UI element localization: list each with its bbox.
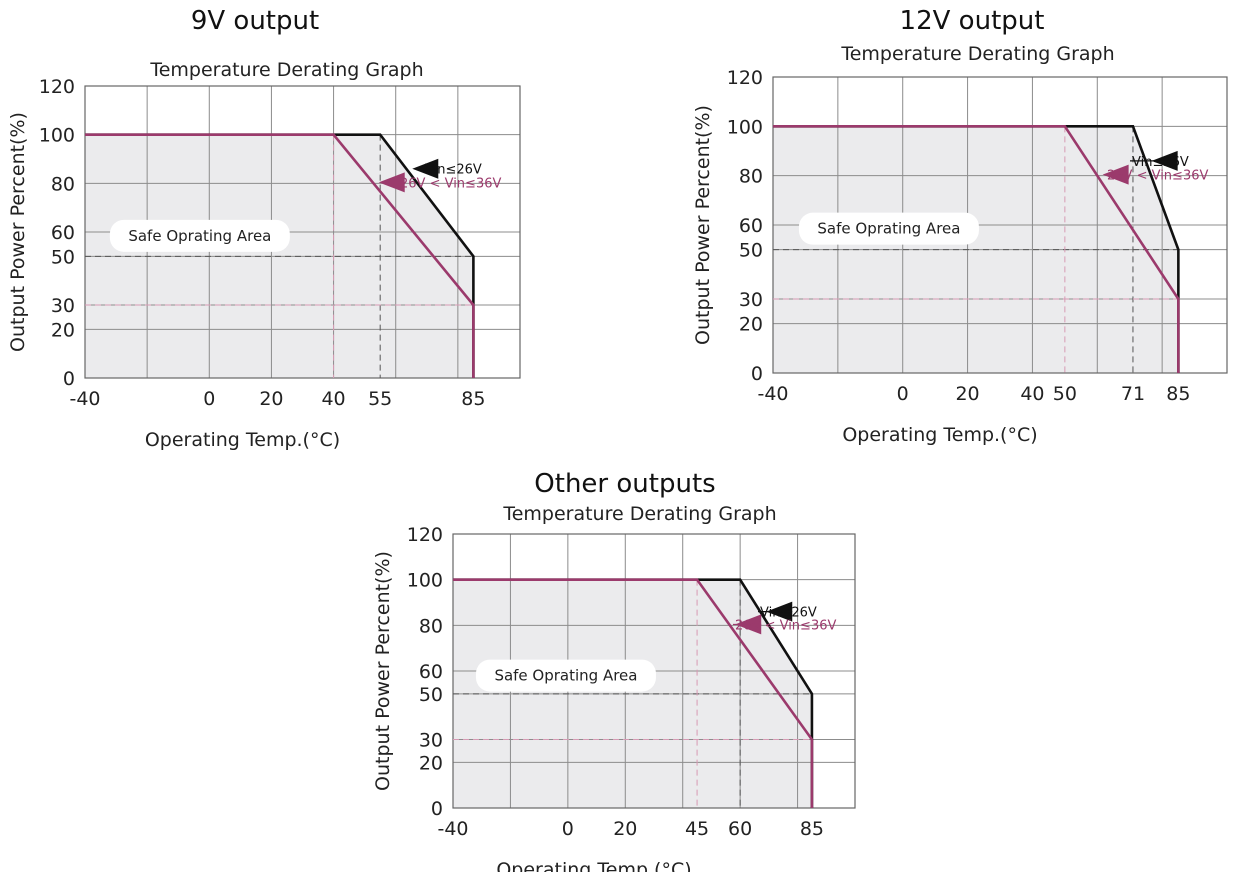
annotation-vin-26v-label: Vin≤26V (425, 163, 482, 178)
x-tick-label: 50 (1053, 383, 1077, 405)
safe-area-label: Safe Oprating Area (817, 220, 960, 238)
x-axis-label: Operating Temp.(°C) (496, 859, 691, 872)
x-tick-label: 85 (800, 818, 824, 840)
annotation-vin-36v-label: 26V < Vin≤36V (400, 176, 501, 191)
plot-frame (772, 76, 1228, 374)
x-tick-label: -40 (437, 818, 468, 840)
x-tick-label: 0 (562, 818, 574, 840)
chart-title: Temperature Derating Graph (502, 503, 776, 525)
y-axis-label: Output Power Percent(%) (7, 112, 29, 352)
series-line-vin-36v (453, 578, 814, 808)
y-tick-label: 0 (431, 798, 443, 820)
y-tick-label: 60 (739, 215, 763, 237)
chart-panel-other: Other outputs Temperature Derating Graph S… (365, 464, 885, 872)
y-tick-label: 20 (51, 319, 75, 341)
x-tick-label: 40 (1020, 383, 1044, 405)
safe-area-label-box (798, 212, 979, 245)
chart-panel-12v: 12V output Temperature Derating Graph Safe… (685, 0, 1237, 460)
annotation-vin-26v-label: Vin≤26V (760, 606, 817, 621)
chart-svg-12v: 12V output Temperature Derating Graph Safe… (692, 6, 1228, 446)
y-tick-label: 50 (419, 684, 443, 706)
y-tick-label: 0 (751, 363, 763, 385)
y-tick-label: 60 (419, 661, 443, 683)
y-tick-label: 50 (739, 240, 763, 262)
chart-svg-other: Other outputs Temperature Derating Graph S… (372, 469, 856, 872)
y-tick-label: 100 (39, 125, 75, 147)
safe-area-label-box (475, 659, 656, 692)
x-axis-label: Operating Temp.(°C) (842, 424, 1037, 446)
annotation-vin-36v-label: 26V < Vin≤36V (735, 618, 836, 633)
x-tick-label: 85 (1166, 383, 1190, 405)
chart-panel-9v: 9V output Temperature Derating Graph Safe … (0, 0, 540, 460)
x-tick-label: -40 (69, 388, 100, 410)
chart-heading: 12V output (900, 6, 1045, 36)
x-tick-label: 55 (368, 388, 392, 410)
annotation-vin-36v-label: 26V < Vin≤36V (1107, 169, 1208, 184)
x-tick-label: 20 (955, 383, 979, 405)
chart-title: Temperature Derating Graph (149, 59, 423, 81)
plot-frame (84, 85, 521, 379)
y-tick-label: 60 (51, 222, 75, 244)
y-axis-label: Output Power Percent(%) (372, 551, 394, 791)
y-tick-label: 30 (739, 289, 763, 311)
x-tick-label: 45 (685, 818, 709, 840)
y-tick-label: 30 (419, 730, 443, 752)
y-tick-label: 30 (51, 295, 75, 317)
x-tick-label: 20 (259, 388, 283, 410)
x-axis-label: Operating Temp.(°C) (145, 429, 340, 451)
y-tick-label: 120 (39, 76, 75, 98)
y-tick-label: 20 (739, 314, 763, 336)
chart-svg-9v: 9V output Temperature Derating Graph Safe … (7, 6, 521, 451)
safe-area-label-box (109, 219, 290, 252)
chart-heading: Other outputs (534, 469, 715, 499)
x-tick-label: 71 (1121, 383, 1145, 405)
series-line-vin-36v (85, 133, 475, 378)
x-tick-label: 85 (461, 388, 485, 410)
x-tick-label: 60 (728, 818, 752, 840)
x-tick-label: -40 (757, 383, 788, 405)
x-tick-label: 0 (203, 388, 215, 410)
y-tick-label: 120 (727, 67, 763, 89)
y-tick-label: 80 (51, 173, 75, 195)
y-tick-label: 100 (727, 116, 763, 138)
safe-area-label: Safe Oprating Area (128, 227, 271, 245)
y-tick-label: 80 (419, 615, 443, 637)
y-tick-label: 0 (63, 368, 75, 390)
y-tick-label: 100 (407, 570, 443, 592)
x-tick-label: 0 (897, 383, 909, 405)
y-axis-label: Output Power Percent(%) (692, 105, 714, 345)
y-tick-label: 80 (739, 166, 763, 188)
y-tick-label: 20 (419, 752, 443, 774)
x-tick-label: 40 (321, 388, 345, 410)
x-tick-label: 20 (613, 818, 637, 840)
plot-frame (452, 533, 856, 809)
annotation-vin-36v-arrowhead (378, 172, 405, 193)
y-tick-label: 120 (407, 524, 443, 546)
annotation-vin-26v-label: Vin≤26V (1132, 155, 1189, 170)
chart-heading: 9V output (191, 6, 319, 36)
chart-title: Temperature Derating Graph (840, 43, 1114, 65)
series-line-vin-36v (773, 125, 1180, 373)
safe-area-label: Safe Oprating Area (494, 667, 637, 685)
y-tick-label: 50 (51, 246, 75, 268)
